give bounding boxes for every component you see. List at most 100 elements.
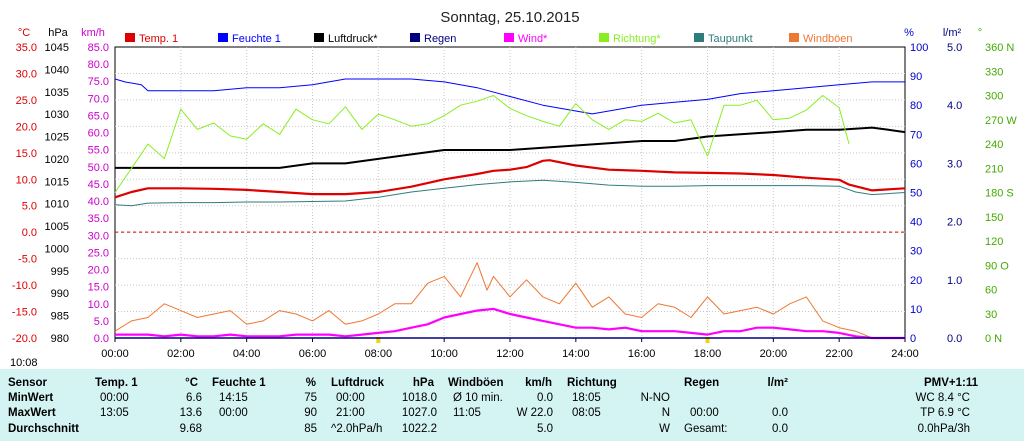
header-press: Luftdruck	[331, 377, 385, 389]
x-tick-label: 10:00	[430, 348, 458, 360]
dir-axis-tick: 60	[985, 285, 997, 297]
legend-label: Taupunkt	[708, 33, 753, 45]
press-value: 1022.2	[401, 423, 437, 435]
rain-axis-tick: 5.0	[947, 42, 962, 54]
temp-axis-tick: -10.0	[12, 280, 37, 292]
wind-axis-tick: 10.0	[88, 299, 109, 311]
hum-time: 00:00	[219, 407, 248, 419]
wind-axis-tick: 20.0	[88, 265, 109, 277]
temp-axis-unit: °C	[18, 27, 30, 39]
hum-axis-tick: 90	[910, 71, 922, 83]
temp-value: 13.6	[179, 407, 202, 419]
temp-time: 00:00	[100, 392, 129, 404]
wind-axis-tick: 50.0	[88, 162, 109, 174]
x-tick-label: 08:00	[365, 348, 393, 360]
header-rain-unit: l/m²	[767, 377, 788, 389]
legend-swatch	[694, 33, 704, 42]
legend-label: Feuchte 1	[232, 33, 281, 45]
dir-time: 18:05	[572, 392, 601, 404]
press-axis-tick: 1045	[45, 42, 69, 54]
press-axis-tick: 1030	[45, 109, 69, 121]
wind-axis-tick: 5.0	[94, 316, 109, 328]
rain-axis-tick: 1.0	[947, 275, 962, 287]
series-richtung	[114, 95, 850, 193]
dir-axis-tick: 120	[985, 236, 1003, 248]
pmv-value: TP 6.9 °C	[920, 407, 970, 419]
rain-axis-tick: 0.0	[947, 333, 962, 345]
pmv-value: WC 8.4 °C	[915, 392, 970, 404]
hum-axis-tick: 60	[910, 158, 922, 170]
x-tick-label: 22:00	[825, 348, 853, 360]
temp-axis-tick: 25.0	[16, 95, 37, 107]
dir-axis-tick: 300	[985, 91, 1003, 103]
press-axis-tick: 985	[51, 311, 69, 323]
hum-axis-tick: 20	[910, 275, 922, 287]
rain-time: Gesamt:	[684, 423, 728, 435]
row-label: MaxWert	[8, 407, 56, 419]
header-temp-unit: °C	[185, 377, 198, 389]
dir-axis-tick: 210	[985, 163, 1003, 175]
hum-axis-tick: 50	[910, 188, 922, 200]
temp-axis-tick: 30.0	[16, 68, 37, 80]
legend-label: Windböen	[803, 33, 853, 45]
dir-axis-tick: 240	[985, 139, 1003, 151]
temp-axis-tick: -15.0	[12, 307, 37, 319]
legend-label: Wind*	[518, 33, 548, 45]
series-windb-en	[114, 262, 905, 339]
series-taupunkt	[114, 179, 906, 207]
press-axis-unit: hPa	[48, 27, 68, 39]
hum-axis-tick: 10	[910, 304, 922, 316]
hum-axis-tick: 80	[910, 100, 922, 112]
wind-axis-tick: 75.0	[88, 76, 109, 88]
wind-axis-tick: 55.0	[88, 145, 109, 157]
hum-value: 75	[304, 392, 317, 404]
wind-axis-tick: 15.0	[88, 282, 109, 294]
current-time-label: 10:08	[10, 357, 38, 369]
dir-axis-tick: 150	[985, 212, 1003, 224]
x-tick-label: 14:00	[562, 348, 590, 360]
legend-swatch	[125, 33, 135, 42]
temp-axis-tick: -20.0	[12, 333, 37, 345]
rain-axis-unit: l/m²	[943, 27, 962, 39]
header-press-unit: hPa	[412, 377, 434, 389]
dir-axis-tick: 360 N	[985, 42, 1014, 54]
temp-axis-tick: 15.0	[16, 148, 37, 160]
press-axis-tick: 1025	[45, 132, 69, 144]
hum-axis-tick: 40	[910, 217, 922, 229]
wind-axis-tick: 45.0	[88, 179, 109, 191]
wind-axis-tick: 35.0	[88, 213, 109, 225]
hum-time: 14:15	[219, 392, 248, 404]
legend-swatch	[599, 33, 609, 42]
wind-axis-tick: 85.0	[88, 42, 109, 54]
dir-axis-tick: 180 S	[985, 188, 1014, 200]
temp-time: 13:05	[100, 407, 129, 419]
rain-value: 0.0	[772, 407, 788, 419]
row-label: MinWert	[8, 392, 54, 404]
temp-axis-tick: 5.0	[22, 201, 37, 213]
statistics-table: Sensor Temp. 1 °C Feuchte 1 % Luftdruck …	[0, 369, 1024, 441]
header-rain: Regen	[684, 377, 720, 389]
press-axis-tick: 1040	[45, 64, 69, 76]
hum-value: 90	[304, 407, 317, 419]
press-time: 00:00	[336, 392, 365, 404]
legend-label: Regen	[424, 33, 456, 45]
dir-axis-tick: 90 O	[985, 260, 1009, 272]
wind-axis-tick: 30.0	[88, 230, 109, 242]
hum-axis-tick: 100	[910, 42, 928, 54]
press-axis-tick: 1020	[45, 154, 69, 166]
temp-value: 9.68	[179, 423, 202, 435]
header-sensor: Sensor	[8, 377, 47, 389]
header-pmv: PMV+1:11	[923, 377, 978, 389]
series-luftdruck	[115, 126, 906, 169]
header-dir: Richtung	[567, 377, 617, 389]
gust-value: W 22.0	[516, 407, 553, 419]
legend-swatch	[789, 33, 799, 42]
temp-axis-tick: 0.0	[22, 227, 37, 239]
x-tick-label: 18:00	[694, 348, 722, 360]
hum-axis-unit: %	[904, 27, 914, 39]
header-hum: Feuchte 1	[212, 377, 266, 389]
rain-axis-tick: 4.0	[947, 100, 962, 112]
dir-axis-tick: 0 N	[985, 333, 1002, 345]
header-hum-unit: %	[305, 377, 316, 389]
pmv-value: 0.0hPa/3h	[917, 423, 970, 435]
